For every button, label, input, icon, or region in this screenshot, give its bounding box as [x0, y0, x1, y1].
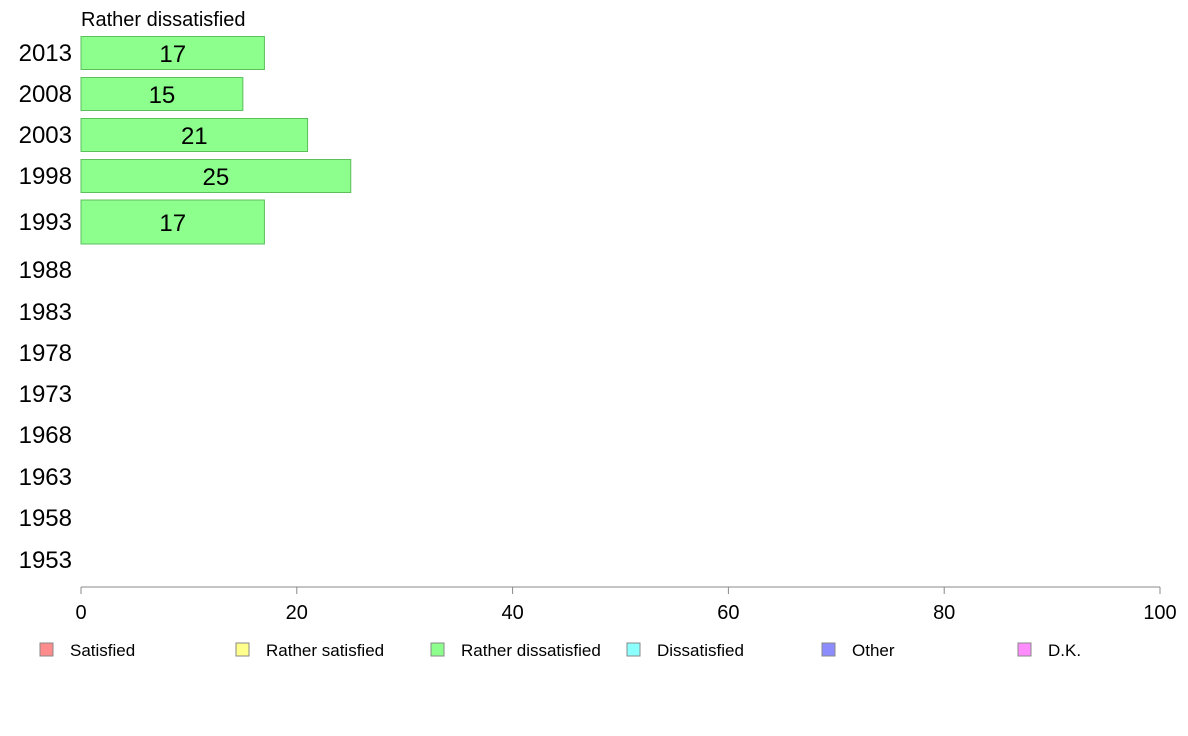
- category-label-1978: 1978: [19, 340, 72, 367]
- legend-label-satisfied: Satisfied: [70, 641, 135, 660]
- legend-swatch-other: [821, 642, 836, 657]
- x-tick-label-0: 0: [75, 602, 86, 624]
- legend-label-d-k: D.K.: [1048, 641, 1081, 660]
- legend-label-rather-satisfied: Rather satisfied: [266, 641, 384, 660]
- bar-1993: [80, 199, 265, 245]
- category-label-2013: 2013: [19, 40, 72, 67]
- value-label-2003: 21: [181, 123, 208, 150]
- x-tick-label-20: 20: [286, 602, 308, 624]
- category-label-1958: 1958: [19, 505, 72, 532]
- legend-label-other: Other: [852, 641, 895, 660]
- x-axis: 0 20 40 60 80 100: [75, 586, 1177, 624]
- legend-swatch-rather-satisfied: [235, 642, 250, 657]
- category-label-1983: 1983: [19, 299, 72, 326]
- bar-1998: [80, 159, 352, 193]
- value-label-2008: 15: [149, 82, 176, 109]
- value-label-1993: 17: [159, 210, 186, 237]
- x-tick-label-100: 100: [1143, 602, 1176, 624]
- legend: Satisfied Rather satisfied Rather dissatis…: [39, 641, 1081, 660]
- legend-swatch-dissatisfied: [626, 642, 641, 657]
- category-label-1973: 1973: [19, 381, 72, 408]
- legend-label-dissatisfied: Dissatisfied: [657, 641, 744, 660]
- category-label-1988: 1988: [19, 257, 72, 284]
- bar-2003: [80, 118, 309, 152]
- legend-swatch-d-k: [1017, 642, 1032, 657]
- category-label-1998: 1998: [19, 163, 72, 190]
- legend-label-rather-dissatisfied: Rather dissatisfied: [461, 641, 601, 660]
- legend-swatch-rather-dissatisfied: [430, 642, 445, 657]
- value-label-1998: 25: [203, 164, 230, 191]
- value-label-2013: 17: [159, 41, 186, 68]
- bar-2008: [80, 77, 244, 111]
- x-tick-label-40: 40: [501, 602, 523, 624]
- x-tick-label-80: 80: [933, 602, 955, 624]
- category-label-2003: 2003: [19, 122, 72, 149]
- category-labels: 2013 2008 2003 1998 1993 1988 1983 1978 1973 1968…: [19, 40, 72, 574]
- category-label-1953: 1953: [19, 547, 72, 574]
- category-label-1993: 1993: [19, 209, 72, 236]
- x-tick-label-60: 60: [717, 602, 739, 624]
- category-label-1963: 1963: [19, 464, 72, 491]
- chart-title: Rather dissatisfied: [81, 9, 246, 31]
- legend-swatch-satisfied: [39, 642, 54, 657]
- category-label-1968: 1968: [19, 422, 72, 449]
- category-label-2008: 2008: [19, 81, 72, 108]
- bar-2013: [80, 36, 265, 70]
